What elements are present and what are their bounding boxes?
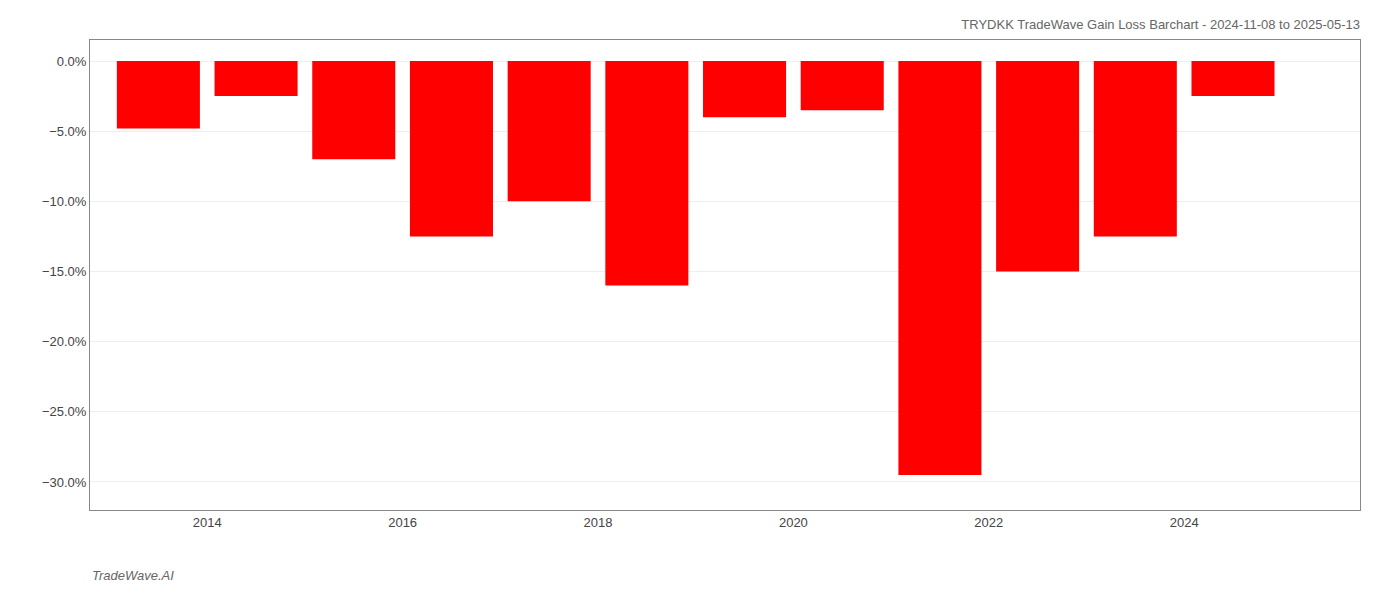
svg-text:−5.0%: −5.0% [49, 124, 87, 139]
svg-text:0.0%: 0.0% [57, 54, 87, 69]
svg-text:2020: 2020 [779, 515, 808, 530]
svg-text:2014: 2014 [193, 515, 222, 530]
svg-text:TradeWave.AI: TradeWave.AI [92, 568, 174, 583]
svg-text:−20.0%: −20.0% [42, 334, 87, 349]
svg-text:TRYDKK TradeWave Gain Loss Bar: TRYDKK TradeWave Gain Loss Barchart - 20… [961, 17, 1360, 32]
svg-text:2018: 2018 [584, 515, 613, 530]
svg-text:−25.0%: −25.0% [42, 404, 87, 419]
svg-text:−10.0%: −10.0% [42, 194, 87, 209]
svg-text:2024: 2024 [1170, 515, 1199, 530]
svg-text:2022: 2022 [974, 515, 1003, 530]
svg-text:2016: 2016 [388, 515, 417, 530]
svg-text:−15.0%: −15.0% [42, 264, 87, 279]
svg-text:−30.0%: −30.0% [42, 474, 87, 489]
